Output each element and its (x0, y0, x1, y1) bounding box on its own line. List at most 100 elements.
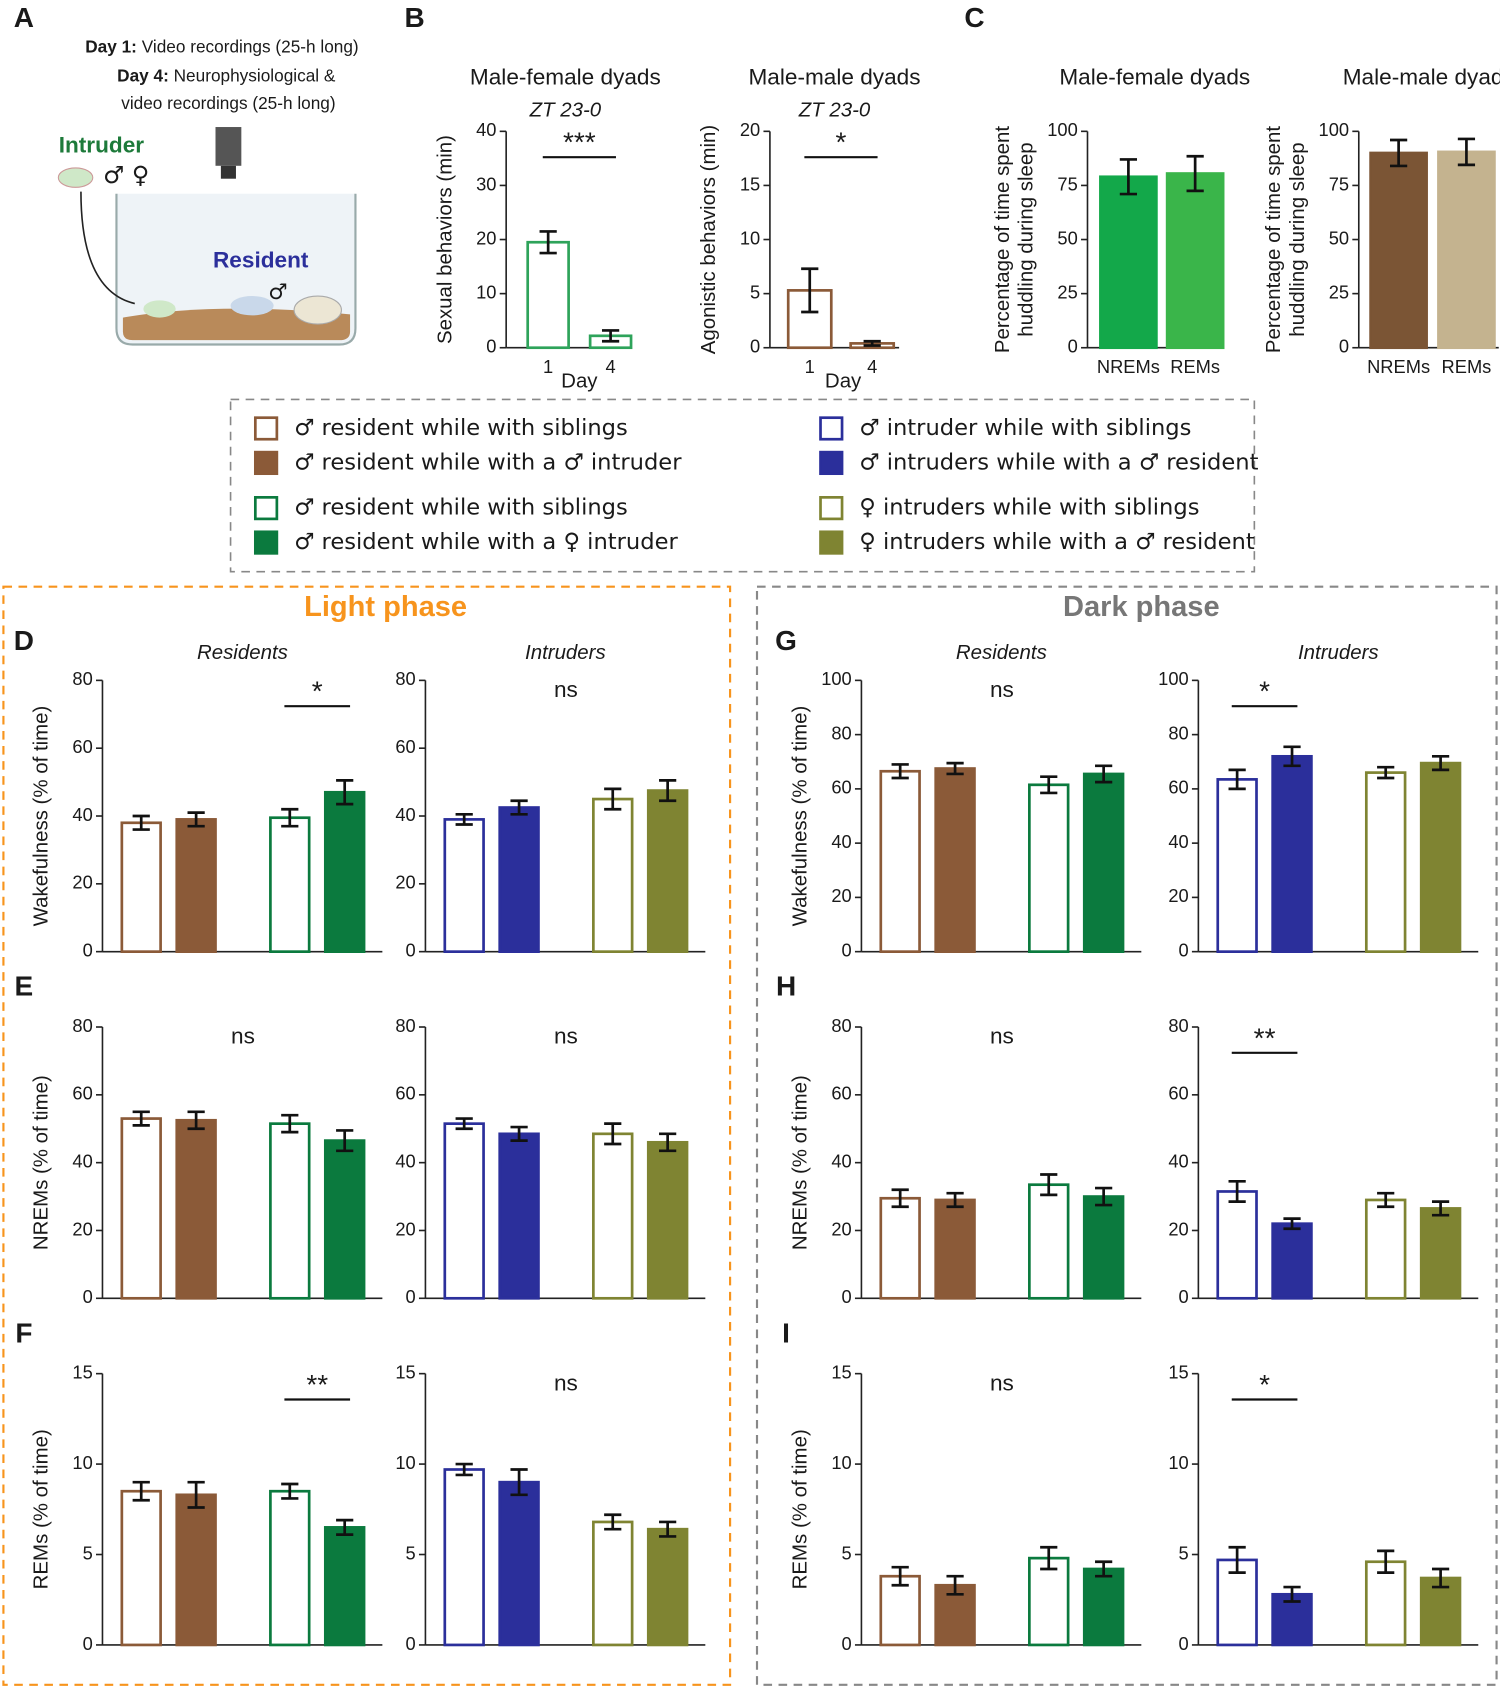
bar (269, 1122, 311, 1300)
chart-title: Male-male dyads (748, 65, 920, 90)
y-axis-label: REMs (% of time) (789, 1429, 812, 1589)
chart: 0 5 10 15 * (1168, 1361, 1479, 1654)
y-axis-label: NREMs (% of time) (789, 1075, 812, 1250)
error-bar (946, 761, 964, 776)
y-tick-label: 80 (395, 1015, 415, 1036)
error-bar (510, 1125, 528, 1142)
y-tick-label: 5 (842, 1542, 852, 1563)
error-bar (455, 812, 473, 826)
chart: 0 20 40 60 80 ** (1168, 1015, 1479, 1307)
error-bar (601, 329, 620, 343)
y-tick-label: 20 (831, 885, 851, 906)
y-tick-label: 20 (72, 1218, 92, 1239)
panel-letter: D (14, 625, 34, 656)
y-tick-label: 30 (476, 173, 496, 194)
bar (443, 818, 485, 953)
day1-text: Video recordings (25-h long) (142, 36, 359, 56)
bar (498, 806, 540, 953)
y-tick-label: 15 (831, 1361, 851, 1382)
error-bar (1119, 158, 1138, 196)
legend-label: ♀ intruders while with a ♂ resident (859, 529, 1255, 555)
x-tick-label: REMs (1170, 356, 1220, 377)
y-tick-label: 0 (1178, 1286, 1188, 1307)
chart: REMs (% of time) 0 5 10 15 ** (30, 1361, 383, 1654)
bar (934, 1198, 976, 1300)
y-tick-label: 25 (1057, 281, 1077, 302)
error-bar (659, 1520, 677, 1538)
dark-phase-box (755, 585, 1498, 1686)
bar (1082, 1195, 1125, 1300)
error-bar (1228, 1545, 1246, 1574)
chart: NREMs (% of time) 0 20 40 60 80 ns (30, 1015, 383, 1307)
y-tick-label: 15 (740, 173, 760, 194)
error-bar (604, 787, 622, 811)
legend-label: ♀ intruders while with siblings (859, 495, 1199, 521)
error-bar (1431, 754, 1450, 772)
error-bar (1283, 1585, 1301, 1603)
y-tick-label: 15 (1168, 1361, 1188, 1382)
chart-title: Male-female dyads (1059, 65, 1250, 90)
bar (175, 1118, 217, 1300)
bar (592, 797, 634, 953)
significance-label: ns (554, 1024, 578, 1049)
error-bar (281, 1482, 299, 1500)
panel-letter: I (782, 1317, 790, 1348)
y-tick-label: 60 (1168, 1083, 1188, 1104)
error-bar (891, 1565, 909, 1587)
bar (1271, 1222, 1313, 1300)
arrow (80, 191, 135, 305)
legend-swatch (253, 450, 279, 476)
chart: Residents Wakefulness (% of time) 0 20 40 60 8… (789, 641, 1142, 960)
y-axis-label: Wakefulness (% of time) (30, 706, 53, 927)
y-tick-label: 0 (83, 939, 93, 960)
chart-subtitle: ZT 23-0 (798, 98, 871, 121)
error-bar (539, 230, 557, 255)
y-tick-label: 10 (395, 1452, 415, 1473)
y-tick-label: 40 (72, 804, 92, 825)
y-axis-label: huddling during sleep (1015, 142, 1038, 336)
bar (1165, 172, 1225, 350)
bar (120, 1489, 162, 1647)
bar (1028, 1183, 1070, 1300)
bar (646, 1140, 689, 1300)
x-tick-label: NREMs (1097, 356, 1160, 377)
y-tick-label: 60 (831, 777, 851, 798)
error-bar (281, 1113, 299, 1134)
y-tick-label: 0 (750, 336, 760, 357)
y-tick-label: 80 (395, 668, 415, 689)
light-phase-box (2, 585, 732, 1686)
bar (1364, 1560, 1407, 1647)
y-axis-label: Percentage of time spent (991, 126, 1014, 354)
legend-box (229, 398, 1256, 573)
chart-subtitle: Residents (956, 641, 1047, 664)
y-tick-label: 20 (740, 119, 760, 140)
y-tick-label: 25 (1329, 281, 1349, 302)
y-tick-label: 0 (83, 1286, 93, 1307)
y-tick-label: 60 (72, 1083, 92, 1104)
bar (1216, 1190, 1258, 1300)
error-bar (336, 779, 354, 806)
bar (592, 1132, 634, 1300)
bar (498, 1132, 540, 1300)
panel-letter: C (964, 2, 984, 33)
y-tick-label: 10 (1168, 1452, 1188, 1473)
error-bar (1040, 775, 1058, 795)
bar (1216, 1558, 1258, 1647)
error-bar (1431, 1567, 1450, 1589)
bedding (122, 308, 351, 341)
legend-label: ♂ resident while with siblings (294, 495, 628, 521)
error-bar (336, 1518, 354, 1536)
error-bar (863, 339, 881, 347)
bar (934, 767, 976, 953)
bar (1216, 778, 1258, 953)
significance-label: ns (990, 1370, 1014, 1395)
legend-label: ♂ resident while with siblings (294, 415, 628, 441)
bar (1364, 771, 1407, 953)
legend-swatch (253, 496, 279, 521)
error-bar (510, 799, 528, 816)
error-bar (455, 1462, 473, 1477)
panel-letter: G (775, 625, 797, 656)
significance-label: ns (990, 677, 1014, 702)
y-axis-label: Agonistic behaviors (min) (697, 125, 720, 354)
day4-line: Day 4: Neurophysiological & (117, 65, 336, 85)
